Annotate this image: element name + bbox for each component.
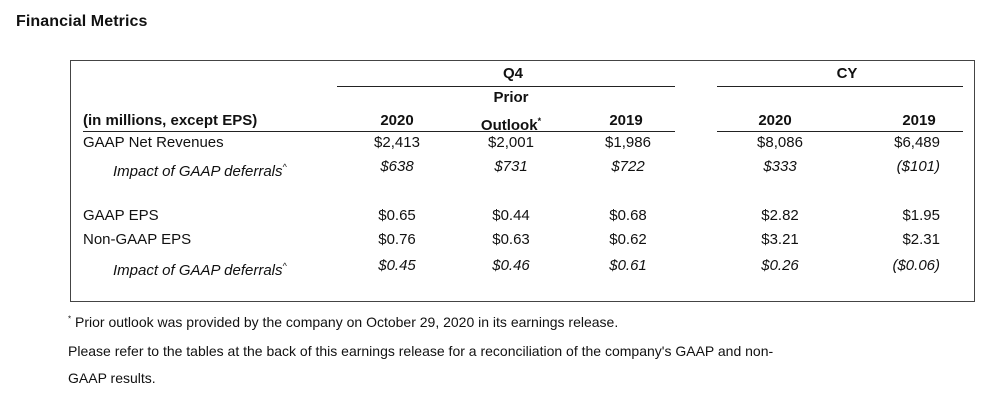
cell-q4-2019: $1,986 [605,134,651,151]
row-label: Non-GAAP EPS [83,231,192,248]
col-cy-2020: 2020 [758,112,792,129]
footnote-mark: ^ [282,261,287,271]
row-label-text: Impact of GAAP deferrals [113,163,283,180]
cell-prior-outlook: $731 [494,158,528,175]
footnote-mark: ^ [282,162,287,172]
cell-cy-2019: $2.31 [902,231,940,248]
col-prior-line2: Outlook [480,117,538,134]
row-label-text: Impact of GAAP deferrals [113,262,283,279]
cell-q4-2019: $0.61 [609,257,647,274]
cell-q4-2020: $0.65 [378,207,416,224]
row-label: Impact of GAAP deferrals^ [113,158,287,181]
footnote-prior-outlook: * Prior outlook was provided by the comp… [68,314,618,330]
footnote-reconciliation-line2: GAAP results. [68,370,156,386]
cell-q4-2019: $0.62 [609,231,647,248]
units-label: (in millions, except EPS) [83,112,258,129]
cell-cy-2019: ($0.06) [892,257,940,274]
financial-metrics-table: Q4 CY Prior (in millions, except EPS) 20… [70,60,975,302]
q4-group-header: Q4 [502,65,524,82]
footnote-text: Prior outlook was provided by the compan… [75,314,619,330]
col-q4-2019: 2019 [609,112,643,129]
cell-cy-2020: $2.82 [761,207,799,224]
cell-q4-2020: $0.76 [378,231,416,248]
col-prior-line1: Prior [493,89,529,106]
cell-cy-2020: $0.26 [761,257,799,274]
row-label: Impact of GAAP deferrals^ [113,257,287,280]
cell-cy-2020: $8,086 [757,134,803,151]
col-prior-outlook: Outlook* [481,112,541,135]
cell-cy-2020: $3.21 [761,231,799,248]
cell-cy-2019: ($101) [896,158,940,175]
cell-q4-2020: $2,413 [374,134,420,151]
cy-group-rule [717,86,963,87]
header-rule-q4 [83,131,675,132]
q4-group-rule [337,86,675,87]
col-q4-2020: 2020 [380,112,414,129]
prior-outlook-mark: * [537,116,542,126]
cell-q4-2020: $0.45 [378,257,416,274]
cy-group-header: CY [836,65,858,82]
cell-prior-outlook: $0.46 [492,257,530,274]
col-cy-2019: 2019 [902,112,936,129]
header-rule-cy [717,131,963,132]
cell-prior-outlook: $0.63 [492,231,530,248]
cell-q4-2020: $638 [380,158,414,175]
cell-prior-outlook: $0.44 [492,207,530,224]
cell-q4-2019: $722 [611,158,645,175]
cell-cy-2020: $333 [763,158,797,175]
cell-cy-2019: $1.95 [902,207,940,224]
row-label: GAAP Net Revenues [83,134,224,151]
footnote-mark: * [68,314,72,324]
cell-q4-2019: $0.68 [609,207,647,224]
cell-prior-outlook: $2,001 [488,134,534,151]
footnote-reconciliation-line1: Please refer to the tables at the back o… [68,343,774,359]
page-title: Financial Metrics [16,13,148,30]
row-label: GAAP EPS [83,207,159,224]
cell-cy-2019: $6,489 [894,134,940,151]
